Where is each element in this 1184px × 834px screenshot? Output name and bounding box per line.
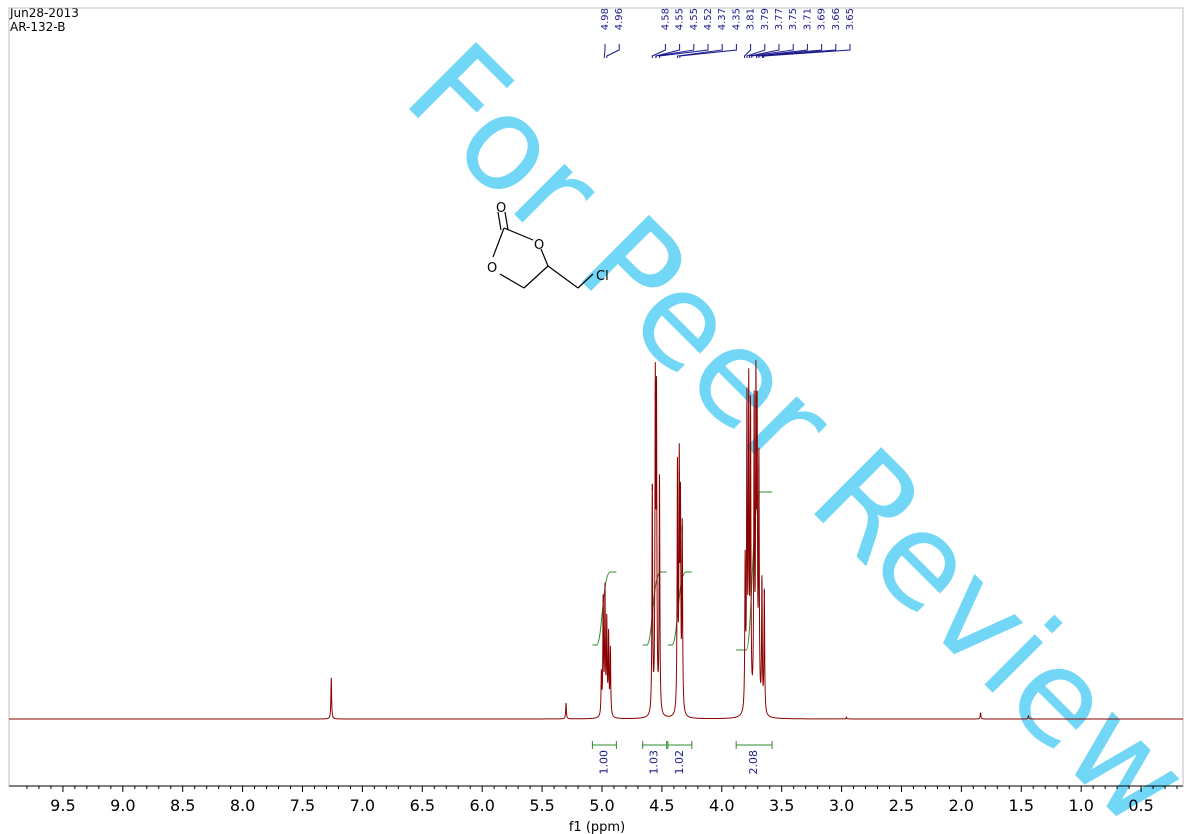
peak-connector bbox=[744, 44, 752, 58]
peak-label: 4.55 bbox=[689, 8, 700, 30]
peak-connector bbox=[651, 44, 666, 58]
x-tick-label: 7.5 bbox=[290, 796, 315, 815]
x-tick-label: 1.5 bbox=[1009, 796, 1034, 815]
integral-value: 1.03 bbox=[648, 750, 661, 775]
bond bbox=[499, 273, 525, 289]
integral-value: 1.02 bbox=[673, 750, 686, 775]
x-tick-label: 8.0 bbox=[230, 796, 255, 815]
peak-connector bbox=[606, 44, 620, 58]
peak-label: 3.69 bbox=[817, 8, 828, 30]
x-tick-label: 2.0 bbox=[949, 796, 974, 815]
x-tick-label: 6.5 bbox=[410, 796, 435, 815]
peak-label: 3.77 bbox=[774, 8, 785, 30]
x-tick-label: 1.0 bbox=[1068, 796, 1093, 815]
peak-label: 4.35 bbox=[731, 8, 742, 30]
integral-value: 2.08 bbox=[747, 750, 760, 775]
peak-connector bbox=[746, 44, 766, 58]
peak-connector bbox=[676, 44, 723, 58]
bond bbox=[523, 265, 549, 289]
atom-label: Cl bbox=[596, 269, 609, 284]
x-tick-label: 5.0 bbox=[589, 796, 614, 815]
x-tick-label: 0.5 bbox=[1128, 796, 1153, 815]
peak-label: 3.66 bbox=[831, 8, 842, 30]
bond bbox=[540, 248, 549, 267]
peak-label: 3.81 bbox=[746, 8, 757, 30]
bond bbox=[492, 227, 505, 258]
x-tick-label: 4.0 bbox=[709, 796, 734, 815]
bond bbox=[504, 211, 509, 231]
x-tick-label: 7.0 bbox=[350, 796, 375, 815]
bond bbox=[577, 273, 594, 289]
integral-group: 1.00 1.03 1.02 2.08 bbox=[591, 491, 773, 775]
peak-connector bbox=[603, 44, 606, 58]
peak-label: 4.55 bbox=[675, 8, 686, 30]
peak-label: 4.58 bbox=[660, 8, 671, 30]
peak-label: 3.75 bbox=[788, 8, 799, 30]
acquisition-date: Jun28-2013 bbox=[10, 6, 79, 20]
x-tick-label: 3.0 bbox=[829, 796, 854, 815]
peak-connector bbox=[756, 44, 808, 58]
x-tick-label: 3.5 bbox=[769, 796, 794, 815]
bond bbox=[547, 265, 579, 289]
x-tick-label: 6.0 bbox=[469, 796, 494, 815]
x-axis-label: f1 (ppm) bbox=[569, 820, 625, 834]
peak-label: 4.96 bbox=[614, 8, 625, 30]
peak-connector bbox=[679, 44, 737, 58]
peak-connector bbox=[758, 44, 823, 58]
peak-label: 3.65 bbox=[845, 8, 856, 30]
peak-connector bbox=[763, 44, 851, 58]
x-tick-label: 2.5 bbox=[889, 796, 914, 815]
sample-id: AR-132-B bbox=[10, 20, 66, 34]
bond bbox=[497, 211, 502, 231]
peak-connector bbox=[762, 44, 837, 58]
x-tick-label: 9.5 bbox=[50, 796, 75, 815]
peak-label: 4.37 bbox=[717, 8, 728, 30]
x-tick-label: 8.5 bbox=[170, 796, 195, 815]
atom-label: O bbox=[487, 261, 497, 276]
peak-label: 4.52 bbox=[703, 8, 714, 30]
x-tick-label: 4.5 bbox=[649, 796, 674, 815]
peak-connector bbox=[748, 44, 780, 58]
integral-value: 1.00 bbox=[597, 750, 610, 775]
peak-label-group: 4.98 4.96 4.58 4.55 4.55 4.52 4.37 4.35 3.81 3.79… bbox=[600, 8, 856, 602]
integral-curve bbox=[667, 571, 692, 646]
spectrum-header: Jun28-2013 AR-132-B bbox=[10, 6, 79, 34]
atom-label: O bbox=[534, 238, 544, 253]
peak-connector bbox=[751, 44, 794, 58]
x-axis-ticks: 9.5 9.0 8.5 8.0 7.5 7.0 6.5 6.0 5.5 5.0 4.5 4.0 3.5 3… bbox=[26, 786, 1178, 815]
peak-label: 3.71 bbox=[802, 8, 813, 30]
peak-label: 4.98 bbox=[600, 8, 611, 30]
spectrum-trace bbox=[9, 360, 1183, 720]
peak-connector bbox=[658, 44, 709, 58]
peak-connector bbox=[655, 44, 695, 58]
x-tick-label: 5.5 bbox=[529, 796, 554, 815]
x-tick-label: 9.0 bbox=[110, 796, 135, 815]
watermark-text: For Peer Review bbox=[378, 14, 1184, 834]
peak-label: 3.79 bbox=[760, 8, 771, 30]
atom-label: O bbox=[496, 201, 506, 216]
molecule-structure: O O O Cl bbox=[487, 201, 609, 289]
bond bbox=[503, 227, 534, 241]
